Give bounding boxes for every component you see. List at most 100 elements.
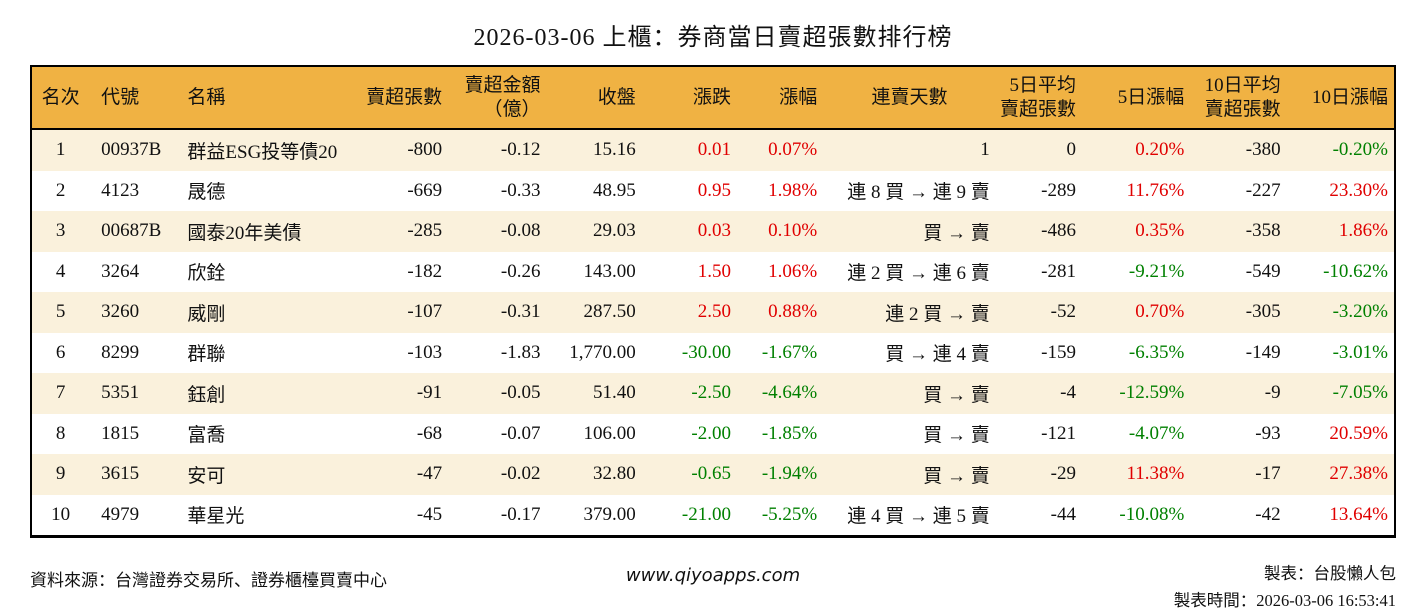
- cell-sell_amount: -0.12: [448, 129, 547, 171]
- cell-pct5: 0.70%: [1082, 292, 1191, 333]
- col-header-name: 名稱: [175, 66, 366, 130]
- cell-sell_amount: -1.83: [448, 332, 547, 373]
- cell-code: 8299: [89, 332, 176, 373]
- cell-change_pct: -1.67%: [737, 332, 824, 373]
- cell-pct5: 11.76%: [1082, 170, 1191, 211]
- cell-close: 287.50: [546, 292, 642, 333]
- table-row: 9 3615 安可 -47 -0.02 32.80 -0.65 -1.94% 買 → 賣 -29 1…: [31, 454, 1395, 495]
- cell-rank: 3: [31, 211, 90, 252]
- cell-close: 379.00: [546, 494, 642, 537]
- cell-rank: 5: [31, 292, 90, 333]
- table-row: 7 5351 鈺創 -91 -0.05 51.40 -2.50 -4.64% 買 → 賣 -4 -1…: [31, 373, 1395, 414]
- cell-avg5: -44: [995, 494, 1082, 537]
- cell-streak: 連 2 買 → 賣: [823, 292, 996, 333]
- cell-change: -0.65: [641, 454, 737, 495]
- cell-name: 富喬: [175, 413, 366, 454]
- cell-sell_volume: -103: [365, 332, 449, 373]
- cell-pct10: -7.05%: [1286, 373, 1395, 414]
- cell-avg10: -227: [1190, 170, 1287, 211]
- ranking-table: 名次 代號 名稱 賣超張數 賣超金額 （億） 收盤 漲跌 漲幅 連賣天數 5日平均 賣超張數 5日漲…: [30, 65, 1396, 538]
- cell-sell_volume: -68: [365, 413, 449, 454]
- cell-close: 1,770.00: [546, 332, 642, 373]
- cell-sell_volume: -669: [365, 170, 449, 211]
- cell-name: 群聯: [175, 332, 366, 373]
- cell-pct5: -12.59%: [1082, 373, 1191, 414]
- cell-avg5: -486: [995, 211, 1082, 252]
- cell-change: -30.00: [641, 332, 737, 373]
- maker-credit: 製表：台股懶人包: [1264, 564, 1396, 583]
- table-row: 6 8299 群聯 -103 -1.83 1,770.00 -30.00 -1.67% 買 → …: [31, 332, 1395, 373]
- cell-name: 華星光: [175, 494, 366, 537]
- cell-rank: 1: [31, 129, 90, 171]
- cell-avg10: -9: [1190, 373, 1287, 414]
- cell-pct10: -10.62%: [1286, 251, 1395, 292]
- cell-pct5: 0.35%: [1082, 211, 1191, 252]
- cell-change_pct: -1.94%: [737, 454, 824, 495]
- cell-sell_volume: -107: [365, 292, 449, 333]
- cell-close: 51.40: [546, 373, 642, 414]
- cell-avg5: -29: [995, 454, 1082, 495]
- cell-sell_volume: -182: [365, 251, 449, 292]
- cell-change_pct: 0.88%: [737, 292, 824, 333]
- cell-pct5: -9.21%: [1082, 251, 1191, 292]
- cell-change: -21.00: [641, 494, 737, 537]
- cell-rank: 6: [31, 332, 90, 373]
- cell-change: 0.01: [641, 129, 737, 171]
- cell-sell_amount: -0.31: [448, 292, 547, 333]
- col-header-sell_amount: 賣超金額 （億）: [448, 66, 547, 130]
- cell-sell_volume: -45: [365, 494, 449, 537]
- header-row: 名次 代號 名稱 賣超張數 賣超金額 （億） 收盤 漲跌 漲幅 連賣天數 5日平均 賣超張數 5日漲…: [31, 66, 1395, 130]
- col-header-avg5: 5日平均 賣超張數: [995, 66, 1082, 130]
- table-body: 1 00937B 群益ESG投等債20 -800 -0.12 15.16 0.01 0.07%…: [31, 129, 1395, 537]
- cell-close: 29.03: [546, 211, 642, 252]
- cell-rank: 10: [31, 494, 90, 537]
- cell-pct5: 11.38%: [1082, 454, 1191, 495]
- col-header-code: 代號: [89, 66, 176, 130]
- cell-sell_volume: -800: [365, 129, 449, 171]
- cell-name: 國泰20年美債: [175, 211, 366, 252]
- cell-avg10: -549: [1190, 251, 1287, 292]
- cell-rank: 2: [31, 170, 90, 211]
- cell-streak: 買 → 賣: [823, 413, 996, 454]
- cell-code: 3260: [89, 292, 176, 333]
- cell-sell_amount: -0.02: [448, 454, 547, 495]
- cell-change: -2.00: [641, 413, 737, 454]
- cell-code: 4979: [89, 494, 176, 537]
- cell-rank: 7: [31, 373, 90, 414]
- cell-change: 0.03: [641, 211, 737, 252]
- cell-close: 32.80: [546, 454, 642, 495]
- cell-pct10: -3.01%: [1286, 332, 1395, 373]
- cell-name: 威剛: [175, 292, 366, 333]
- cell-change_pct: 1.98%: [737, 170, 824, 211]
- table-header: 名次 代號 名稱 賣超張數 賣超金額 （億） 收盤 漲跌 漲幅 連賣天數 5日平均 賣超張數 5日漲…: [31, 66, 1395, 130]
- cell-avg5: -121: [995, 413, 1082, 454]
- cell-rank: 8: [31, 413, 90, 454]
- table-row: 5 3260 威剛 -107 -0.31 287.50 2.50 0.88% 連 2 買 → 賣…: [31, 292, 1395, 333]
- cell-rank: 9: [31, 454, 90, 495]
- cell-sell_amount: -0.26: [448, 251, 547, 292]
- cell-close: 15.16: [546, 129, 642, 171]
- cell-streak: 連 4 買 → 連 5 賣: [823, 494, 996, 537]
- cell-pct5: -10.08%: [1082, 494, 1191, 537]
- cell-code: 00937B: [89, 129, 176, 171]
- cell-avg5: 0: [995, 129, 1082, 171]
- cell-sell_volume: -91: [365, 373, 449, 414]
- cell-change_pct: 1.06%: [737, 251, 824, 292]
- cell-close: 48.95: [546, 170, 642, 211]
- cell-close: 106.00: [546, 413, 642, 454]
- table-row: 3 00687B 國泰20年美債 -285 -0.08 29.03 0.03 0.10% 買 →…: [31, 211, 1395, 252]
- cell-streak: 買 → 賣: [823, 211, 996, 252]
- cell-sell_volume: -285: [365, 211, 449, 252]
- cell-name: 安可: [175, 454, 366, 495]
- cell-name: 欣銓: [175, 251, 366, 292]
- table-row: 8 1815 富喬 -68 -0.07 106.00 -2.00 -1.85% 買 → 賣 -12…: [31, 413, 1395, 454]
- cell-sell_amount: -0.08: [448, 211, 547, 252]
- cell-name: 鈺創: [175, 373, 366, 414]
- cell-pct10: -3.20%: [1286, 292, 1395, 333]
- cell-pct10: 27.38%: [1286, 454, 1395, 495]
- table-row: 2 4123 晟德 -669 -0.33 48.95 0.95 1.98% 連 8 買 → 連 …: [31, 170, 1395, 211]
- cell-avg10: -380: [1190, 129, 1287, 171]
- cell-avg5: -52: [995, 292, 1082, 333]
- cell-streak: 買 → 連 4 賣: [823, 332, 996, 373]
